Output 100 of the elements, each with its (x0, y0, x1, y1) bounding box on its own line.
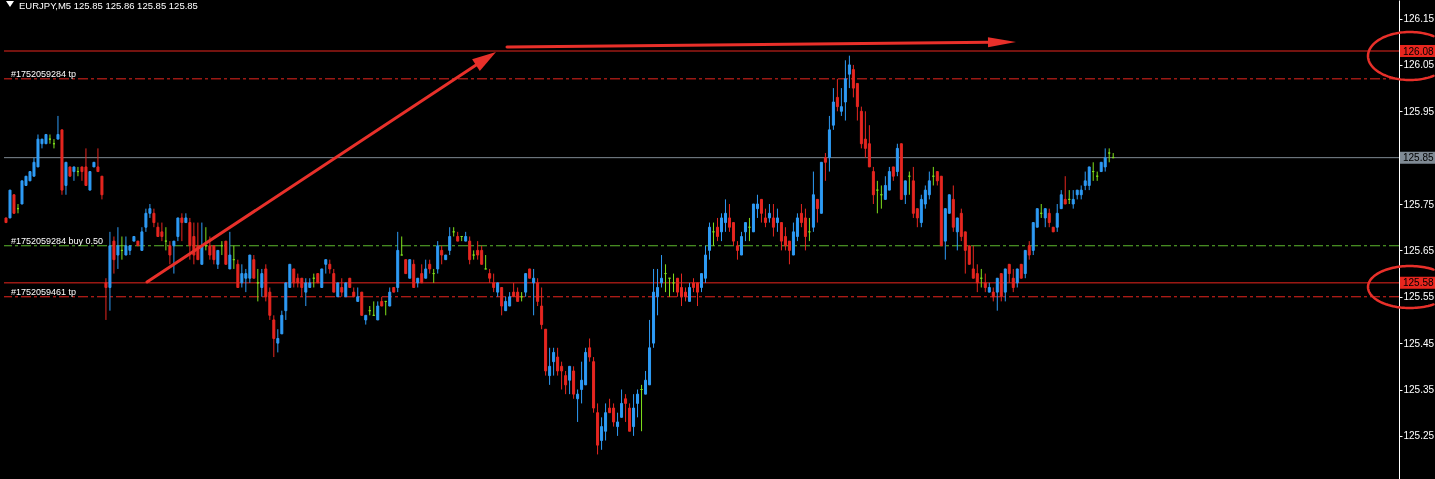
candlestick (48, 133, 52, 145)
candlestick (248, 254, 252, 284)
candlestick (80, 166, 84, 182)
candlestick (1023, 249, 1027, 279)
candlestick (628, 402, 632, 432)
candlestick (160, 222, 164, 242)
candlestick (1003, 268, 1007, 302)
candlestick (875, 180, 879, 214)
candlestick (660, 254, 664, 288)
candlestick (100, 175, 104, 200)
candlestick (440, 245, 444, 265)
candlestick (188, 217, 192, 261)
candlestick (763, 208, 767, 228)
candlestick (252, 254, 256, 279)
candlestick (216, 249, 220, 270)
candlestick (468, 235, 472, 265)
candlestick (823, 152, 827, 182)
candlestick (715, 217, 719, 242)
candlestick (1071, 189, 1075, 210)
candlestick (616, 412, 620, 437)
candlestick (847, 55, 851, 89)
candlestick (1055, 203, 1059, 233)
ref-line-label: #1752059284 tp (11, 68, 77, 79)
candlestick (172, 240, 176, 275)
candlestick (743, 222, 747, 242)
candlestick (152, 208, 156, 228)
candlestick (96, 147, 100, 173)
candlestick (424, 259, 428, 279)
candlestick (1027, 240, 1031, 261)
candlestick (1063, 175, 1067, 205)
candlestick (815, 198, 819, 224)
candlestick (276, 328, 280, 353)
candlestick (208, 235, 212, 261)
candlestick (480, 245, 484, 265)
candlestick (112, 235, 116, 275)
candlestick (775, 208, 779, 233)
candlestick (719, 212, 723, 242)
y-tick-label: 126.05 (1403, 59, 1435, 71)
candlestick (116, 226, 120, 270)
candlestick (56, 115, 60, 140)
ref-line-label: 125.58 (1403, 277, 1435, 289)
candlestick (556, 347, 560, 377)
candlestick (620, 389, 624, 418)
candlestick (843, 59, 847, 122)
candlestick (564, 370, 568, 395)
y-tick-label: 125.35 (1403, 384, 1435, 396)
candlestick (895, 143, 899, 177)
candlestick (604, 402, 608, 442)
candlestick (995, 277, 999, 312)
y-tick-label: 125.65 (1403, 244, 1435, 256)
candlestick (783, 226, 787, 251)
candlestick (636, 389, 640, 418)
candlestick (476, 240, 480, 261)
candlestick (779, 222, 783, 251)
candlestick (803, 208, 807, 251)
candlestick (64, 161, 68, 196)
candlestick (548, 347, 552, 386)
candlestick (735, 240, 739, 261)
candlestick (883, 175, 887, 200)
candlestick (672, 273, 676, 293)
candlestick (376, 300, 380, 321)
candlestick (12, 194, 16, 214)
ref-line-label: #1752059284 buy 0.50 (11, 235, 104, 246)
candlestick (240, 263, 244, 288)
candlestick (88, 171, 92, 191)
candlestick (903, 180, 907, 205)
candlestick (320, 268, 324, 288)
candlestick (955, 217, 959, 251)
candlestick (192, 222, 196, 265)
candlestick (524, 273, 528, 298)
candlestick (839, 87, 843, 117)
candlestick (176, 217, 180, 242)
candlestick (200, 222, 204, 265)
y-tick-label: 125.45 (1403, 337, 1435, 349)
y-tick-label: 125.25 (1403, 430, 1435, 442)
candlestick (1087, 166, 1091, 191)
ref-line-label: 125.85 (1403, 152, 1435, 164)
candlestick (1043, 208, 1047, 228)
candlestick (196, 222, 200, 261)
candlestick (1047, 208, 1051, 228)
chart-title: EURJPY,M5 125.85 125.86 125.85 125.85 (19, 0, 198, 11)
candlestick (787, 240, 791, 265)
candlestick (224, 240, 228, 265)
ref-line-label: #1752059461 tp (11, 286, 77, 297)
y-tick-label: 125.95 (1403, 105, 1435, 117)
y-tick-label: 125.75 (1403, 198, 1435, 210)
ref-line-label: 126.08 (1403, 45, 1435, 57)
candlestick (835, 78, 839, 112)
candlestick (280, 310, 284, 335)
candlestick (723, 198, 727, 233)
candlestick (260, 268, 264, 298)
candlestick (448, 226, 452, 256)
candlestick (84, 147, 88, 186)
candlestick (228, 231, 232, 270)
candlestick (180, 212, 184, 242)
candlestick (588, 338, 592, 363)
candlestick (1059, 189, 1063, 210)
candlestick (767, 203, 771, 224)
candlestick (72, 166, 76, 182)
candlestick (304, 277, 308, 307)
